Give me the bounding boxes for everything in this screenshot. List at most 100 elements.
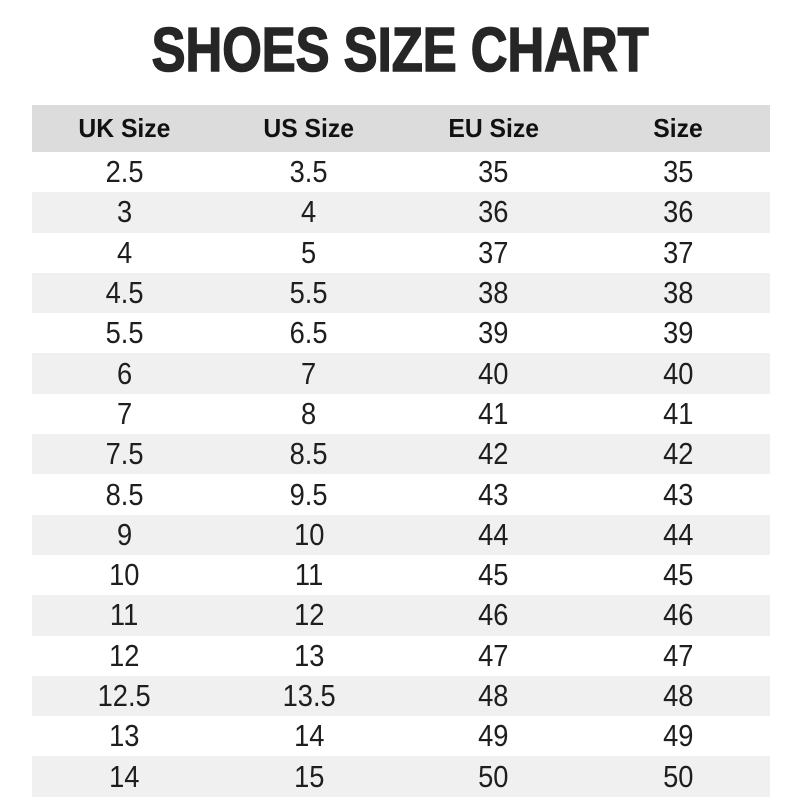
table-cell-text: 48 — [478, 678, 509, 713]
table-cell-text: 45 — [662, 557, 693, 593]
table-cell: 9 — [32, 515, 217, 555]
table-cell-text: 9.5 — [289, 476, 328, 512]
table-cell-text: 35 — [478, 154, 509, 190]
table-cell: 11 — [32, 595, 217, 635]
header-cell-text: UK Size — [78, 113, 171, 143]
table-cell: 46 — [401, 595, 586, 635]
table-row: 7.5 8.5 42 42 — [32, 434, 770, 475]
table-cell-text: 3 — [116, 194, 132, 230]
table-body: 2.5 3.5 35 35 3 4 36 36 4 5 37 37 4.5 5.5 38 38 5.5 6.5 39… — [32, 152, 770, 797]
table-cell: 8.5 — [32, 474, 217, 514]
table-row: 8.5 9.5 43 43 — [32, 474, 770, 515]
table-cell: 45 — [586, 555, 771, 595]
table-cell: 12 — [217, 595, 402, 635]
page-title: SHOES SIZE CHART — [0, 19, 800, 83]
table-cell-text: 39 — [478, 315, 509, 351]
table-cell-text: 15 — [293, 758, 324, 794]
table-cell-text: 5 — [301, 234, 317, 270]
table-cell: 6 — [32, 353, 217, 393]
table-cell-text: 7 — [301, 355, 317, 391]
table-cell-text: 37 — [662, 234, 693, 270]
table-cell: 47 — [401, 636, 586, 676]
header-cell: EU Size — [401, 105, 586, 152]
table-cell-text: 10 — [109, 557, 140, 593]
table-row: 6 7 40 40 — [32, 353, 771, 394]
table-cell: 48 — [586, 676, 771, 716]
table-cell-text: 46 — [478, 597, 509, 633]
table-cell-text: 35 — [662, 154, 693, 190]
table-cell-text: 4 — [116, 234, 132, 270]
table-cell: 46 — [586, 595, 771, 635]
table-cell-text: 41 — [662, 395, 693, 431]
table-cell-text: 48 — [662, 678, 693, 713]
table-cell: 8 — [217, 394, 402, 434]
header-cell-text: Size — [653, 113, 703, 143]
table-cell-text: 40 — [478, 355, 509, 391]
table-cell: 47 — [586, 636, 771, 676]
table-cell: 7 — [32, 394, 217, 434]
table-cell-text: 13 — [293, 637, 324, 673]
table-cell: 45 — [401, 555, 586, 595]
table-cell: 40 — [401, 353, 586, 393]
table-cell-text: 36 — [662, 194, 693, 230]
table-cell: 7.5 — [32, 434, 217, 474]
table-cell: 37 — [401, 233, 586, 273]
table-cell-text: 41 — [478, 395, 509, 431]
table-cell: 50 — [401, 756, 586, 796]
table-cell-text: 8 — [301, 395, 317, 431]
table-cell: 36 — [586, 192, 771, 232]
table-cell: 10 — [217, 515, 402, 555]
table-cell: 35 — [401, 152, 586, 192]
table-row: 14 15 50 50 — [32, 756, 770, 797]
table-row: 7 8 41 41 — [32, 393, 770, 435]
table-cell-text: 6 — [116, 355, 132, 391]
table-row: 10 11 45 45 — [32, 554, 771, 596]
table-cell-text: 42 — [662, 436, 693, 472]
table-cell: 35 — [586, 152, 771, 192]
table-cell-text: 8.5 — [105, 476, 144, 512]
table-cell: 5.5 — [217, 273, 402, 313]
table-cell-text: 38 — [662, 275, 693, 311]
table-cell: 3 — [32, 192, 217, 232]
table-cell-text: 7.5 — [105, 436, 144, 472]
table-row: 4 5 37 37 — [32, 232, 770, 273]
table-cell: 48 — [401, 676, 586, 716]
table-cell-text: 49 — [478, 718, 509, 754]
table-cell-text: 3.5 — [289, 154, 328, 190]
table-cell: 38 — [401, 273, 586, 313]
table-cell: 15 — [217, 756, 402, 796]
table-row: 11 12 46 46 — [32, 595, 771, 636]
table-cell: 4 — [32, 233, 217, 273]
table-cell-text: 4.5 — [105, 275, 144, 311]
table-cell-text: 11 — [294, 557, 323, 593]
table-cell-text: 43 — [662, 476, 693, 512]
table-cell-text: 50 — [662, 758, 693, 794]
table-row: 3 4 36 36 — [32, 192, 771, 233]
table-cell: 10 — [32, 555, 217, 595]
header-cell: UK Size — [32, 105, 217, 152]
table-cell: 36 — [401, 192, 586, 232]
table-cell: 42 — [401, 434, 586, 474]
table-cell-text: 39 — [662, 315, 693, 351]
table-row: 2.5 3.5 35 35 — [32, 152, 771, 193]
size-chart-table: UK Size US Size EU Size Size 2.5 3.5 35 35 3 4 36… — [32, 105, 770, 797]
table-cell-text: 9 — [116, 516, 132, 552]
table-cell-text: 5.5 — [105, 315, 144, 351]
table-cell: 12.5 — [32, 676, 217, 716]
table-cell-text: 4 — [301, 194, 317, 230]
table-cell: 40 — [586, 353, 771, 393]
table-cell: 5.5 — [32, 313, 217, 353]
table-cell-text: 11 — [110, 597, 139, 633]
table-cell-text: 36 — [478, 194, 509, 230]
table-cell: 49 — [401, 716, 586, 756]
table-cell-text: 45 — [478, 557, 509, 593]
table-cell-text: 38 — [478, 275, 509, 311]
table-row: 13 14 49 49 — [32, 716, 770, 757]
table-cell: 13 — [32, 716, 217, 756]
table-cell-text: 13 — [109, 718, 140, 754]
table-cell: 12 — [32, 636, 217, 676]
table-cell: 13.5 — [217, 676, 402, 716]
header-cell-text: US Size — [263, 113, 355, 143]
table-cell: 44 — [586, 515, 771, 555]
table-cell: 38 — [586, 273, 771, 313]
